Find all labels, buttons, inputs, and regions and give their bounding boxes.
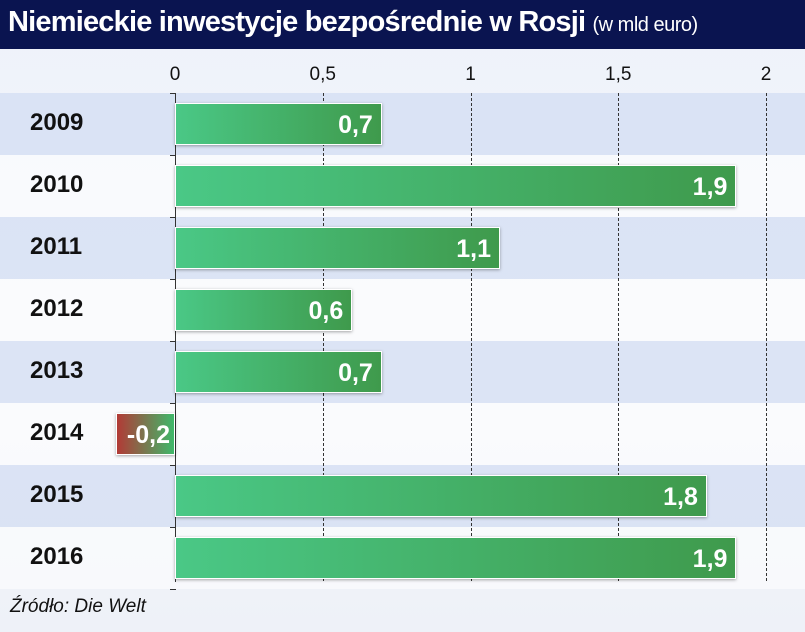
data-label: -0,2: [126, 421, 170, 449]
axis-tick: [170, 403, 176, 404]
data-label: 0,6: [308, 297, 344, 325]
category-label: 2012: [30, 295, 84, 322]
axis-tick: [170, 527, 176, 528]
bar: 1,9: [175, 165, 737, 207]
source-note: Źródło: Die Welt: [10, 596, 146, 617]
row-band: [0, 341, 805, 403]
gridline: [322, 93, 324, 581]
gridline: [766, 93, 767, 581]
bar: 0,7: [175, 351, 382, 393]
data-label: 0,7: [338, 359, 373, 387]
tick-label: 1: [465, 64, 476, 85]
bar: 0,7: [175, 103, 382, 145]
category-label: 2013: [30, 357, 84, 384]
axis-tick: [170, 465, 176, 466]
category-label: 2011: [30, 233, 83, 260]
data-label: 1,9: [692, 173, 728, 201]
axis-tick: [170, 155, 176, 156]
bar: 1,1: [175, 227, 501, 269]
tick-label: 2: [760, 64, 772, 85]
category-label: 2015: [30, 481, 84, 508]
gridline: [470, 93, 472, 581]
tick-label: 0,5: [309, 64, 336, 85]
title-text: Niemieckie inwestycje bezpośrednie w Ros…: [8, 6, 586, 38]
axis-tick: [170, 93, 176, 94]
axis-tick: [170, 341, 176, 342]
axis-tick: [170, 589, 176, 590]
category-label: 2014: [30, 419, 84, 446]
bar: 1,9: [175, 537, 737, 579]
chart-title: Niemieckie inwestycje bezpośrednie w Ros…: [8, 6, 698, 39]
category-label: 2016: [30, 543, 84, 570]
category-label: 2009: [30, 109, 84, 136]
axis-tick: [170, 217, 176, 218]
data-label: 1,9: [692, 545, 728, 573]
data-label: 0,7: [338, 111, 373, 139]
axis-tick: [170, 279, 176, 280]
data-label: 1,8: [663, 483, 698, 511]
title-bar: Niemieckie inwestycje bezpośrednie w Ros…: [0, 0, 805, 49]
row-band: [0, 279, 805, 341]
chart-subtitle: (w mld euro): [592, 14, 699, 36]
bar: 0,6: [175, 289, 353, 331]
bar: -0,2: [115, 413, 175, 455]
gridline: [618, 93, 620, 581]
row-band: [0, 93, 805, 155]
category-label: 2010: [30, 171, 84, 198]
y-axis-line: [175, 93, 176, 582]
tick-label: 1,5: [605, 64, 632, 85]
tick-label: 0: [169, 64, 181, 85]
data-label: 1,1: [456, 235, 492, 263]
bar: 1,8: [175, 475, 707, 517]
